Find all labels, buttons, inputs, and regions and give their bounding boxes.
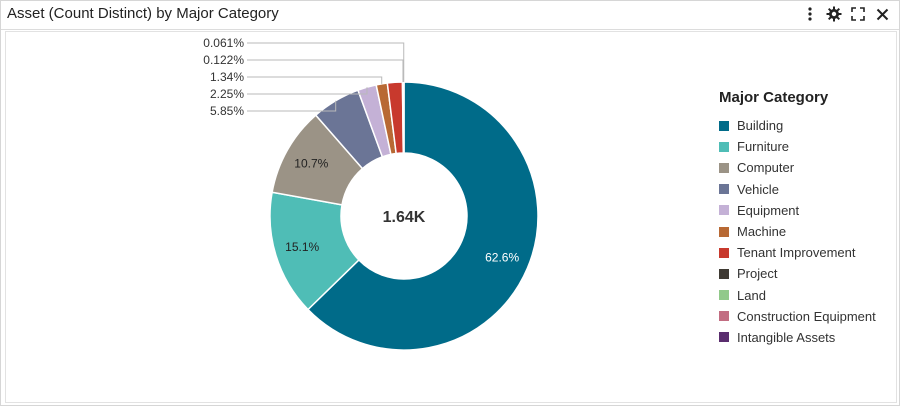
close-icon[interactable] — [873, 4, 891, 24]
legend-label: Intangible Assets — [737, 329, 836, 345]
legend-item-computer[interactable]: Computer — [719, 157, 876, 178]
legend-title: Major Category — [719, 89, 829, 106]
legend-swatch — [719, 205, 729, 216]
legend-label: Machine — [737, 224, 787, 240]
legend-swatch — [719, 247, 729, 258]
legend-item-project[interactable]: Project — [719, 263, 876, 284]
leader-line-equipment — [247, 87, 368, 95]
legend-label: Equipment — [737, 202, 800, 218]
legend-label: Construction Equipment — [737, 308, 876, 324]
leader-line-machine — [247, 76, 383, 84]
more-vertical-icon[interactable] — [801, 4, 819, 24]
legend-swatch — [719, 226, 729, 237]
legend-swatch — [719, 268, 729, 279]
legend-item-equipment[interactable]: Equipment — [719, 200, 876, 221]
legend-swatch — [719, 332, 729, 343]
center-total-label: 1.64K — [383, 209, 426, 226]
data-label-machine: 1.34% — [210, 70, 244, 84]
legend-item-building[interactable]: Building — [719, 115, 876, 136]
legend-swatch — [719, 290, 729, 301]
legend-label: Project — [737, 266, 778, 282]
data-label-project: 0.122% — [203, 53, 244, 67]
legend-item-vehicle[interactable]: Vehicle — [719, 179, 876, 200]
legend-swatch — [719, 141, 729, 152]
chart-area — [5, 31, 897, 403]
legend-label: Furniture — [737, 139, 790, 155]
legend-item-land[interactable]: Land — [719, 285, 876, 306]
legend-label: Vehicle — [737, 181, 779, 197]
legend-item-tenant-improvement[interactable]: Tenant Improvement — [719, 242, 876, 263]
data-label-land: 0.061% — [203, 36, 244, 50]
legend-swatch — [719, 162, 729, 173]
legend-item-construction-equipment[interactable]: Construction Equipment — [719, 306, 876, 327]
slice-building[interactable] — [306, 81, 539, 351]
legend-label: Computer — [737, 160, 795, 176]
legend-swatch — [719, 184, 729, 195]
legend-item-intangible-assets[interactable]: Intangible Assets — [719, 327, 876, 348]
legend: Major Category Building Furniture Computer… — [719, 89, 876, 348]
legend-item-machine[interactable]: Machine — [719, 221, 876, 242]
slice-land[interactable] — [402, 81, 405, 154]
legend-label: Land — [737, 287, 766, 303]
data-label-furniture: 15.1% — [285, 240, 319, 254]
legend-swatch — [719, 311, 729, 322]
legend-item-furniture[interactable]: Furniture — [719, 136, 876, 157]
chart-title: Asset (Count Distinct) by Major Category — [7, 5, 279, 22]
legend-label: Tenant Improvement — [737, 245, 856, 261]
legend-swatch — [719, 120, 729, 131]
legend-label: Building — [737, 118, 784, 134]
panel-toolbar — [801, 4, 891, 24]
expand-icon[interactable] — [849, 4, 867, 24]
data-label-computer: 10.7% — [294, 157, 328, 171]
leader-line-vehicle — [247, 100, 337, 112]
gear-icon[interactable] — [825, 4, 843, 24]
data-label-building: 62.6% — [485, 250, 519, 264]
panel-header: Asset (Count Distinct) by Major Category — [1, 1, 899, 30]
data-label-equipment: 2.25% — [210, 87, 244, 101]
data-label-vehicle: 5.85% — [210, 104, 244, 118]
leader-line-project — [247, 59, 404, 83]
leader-line-land — [247, 42, 405, 83]
